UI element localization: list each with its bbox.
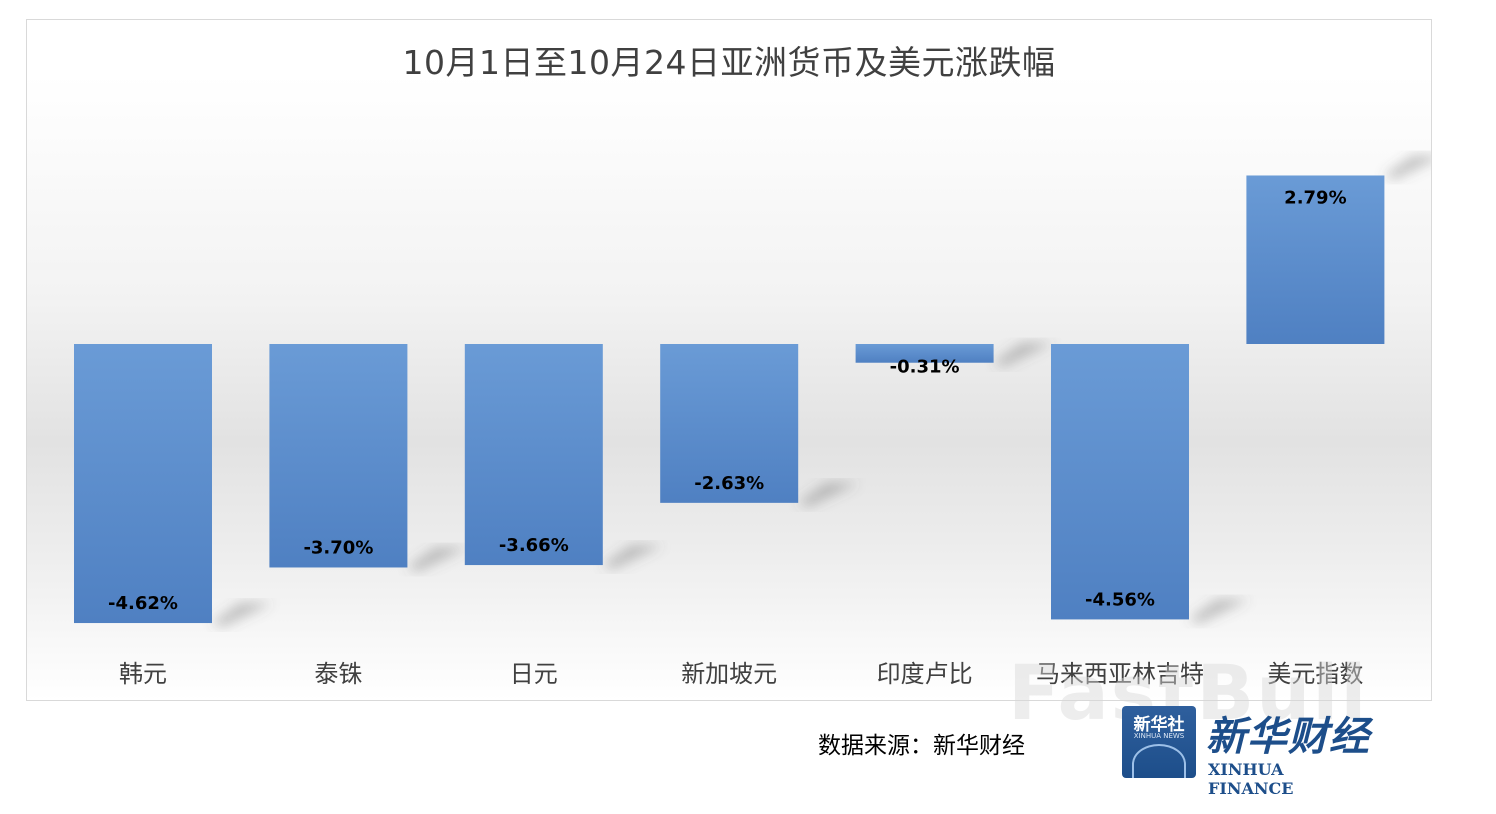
bar-shadow bbox=[798, 482, 859, 507]
xinhua-badge-icon: 新华社 XINHUA NEWS bbox=[1122, 706, 1196, 778]
category-label-6: 美元指数 bbox=[1267, 660, 1363, 688]
chart-frame: 10月1日至10月24日亚洲货币及美元涨跌幅 -4.62% -3.70% -3.66… bbox=[26, 19, 1432, 701]
data-label-5: -4.56% bbox=[1085, 589, 1155, 610]
bar-6 bbox=[1246, 175, 1385, 344]
category-label-2: 日元 bbox=[510, 660, 558, 688]
bar-shadow bbox=[1384, 155, 1431, 180]
data-label-0: -4.62% bbox=[108, 593, 178, 614]
data-label-1: -3.70% bbox=[303, 537, 373, 558]
bar-shadow bbox=[212, 603, 272, 628]
data-label-2: -3.66% bbox=[499, 535, 569, 556]
bar-shadow bbox=[993, 342, 1054, 367]
globe-icon bbox=[1132, 744, 1186, 778]
bar-1 bbox=[269, 344, 408, 568]
bar-0 bbox=[74, 344, 212, 624]
data-label-6: 2.79% bbox=[1284, 187, 1346, 208]
logo-name-cn: 新华财经 bbox=[1206, 713, 1370, 760]
category-label-5: 马来西亚林吉特 bbox=[1036, 660, 1204, 688]
logo-badge-sub: XINHUA NEWS bbox=[1133, 732, 1185, 740]
bar-shadow bbox=[407, 547, 468, 572]
bar-3 bbox=[660, 344, 799, 503]
category-label-1: 泰铢 bbox=[314, 660, 362, 688]
bar-shadow bbox=[602, 545, 663, 570]
logo-name-en: XINHUA FINANCE bbox=[1208, 760, 1294, 798]
category-label-0: 韩元 bbox=[119, 660, 167, 688]
bar-chart-plot: -4.62% -3.70% -3.66% -2.63% -0.31% -4.56% 2.79… bbox=[74, 155, 1431, 688]
category-label-3: 新加坡元 bbox=[681, 660, 777, 688]
source-note: 数据来源：新华财经 bbox=[818, 733, 1025, 759]
category-label-4: 印度卢比 bbox=[877, 660, 973, 688]
data-label-3: -2.63% bbox=[694, 473, 764, 494]
data-label-4: -0.31% bbox=[890, 357, 960, 378]
bar-4 bbox=[855, 344, 994, 363]
logo-badge-text: 新华社 bbox=[1133, 715, 1185, 735]
bar-2 bbox=[464, 344, 603, 566]
xinhua-finance-logo: 新华社 XINHUA NEWS 新华财经 XINHUA FINANCE bbox=[1122, 704, 1374, 798]
bar-5 bbox=[1051, 344, 1189, 620]
bar-shadow bbox=[1189, 599, 1249, 624]
chart-title: 10月1日至10月24日亚洲货币及美元涨跌幅 bbox=[402, 43, 1056, 82]
